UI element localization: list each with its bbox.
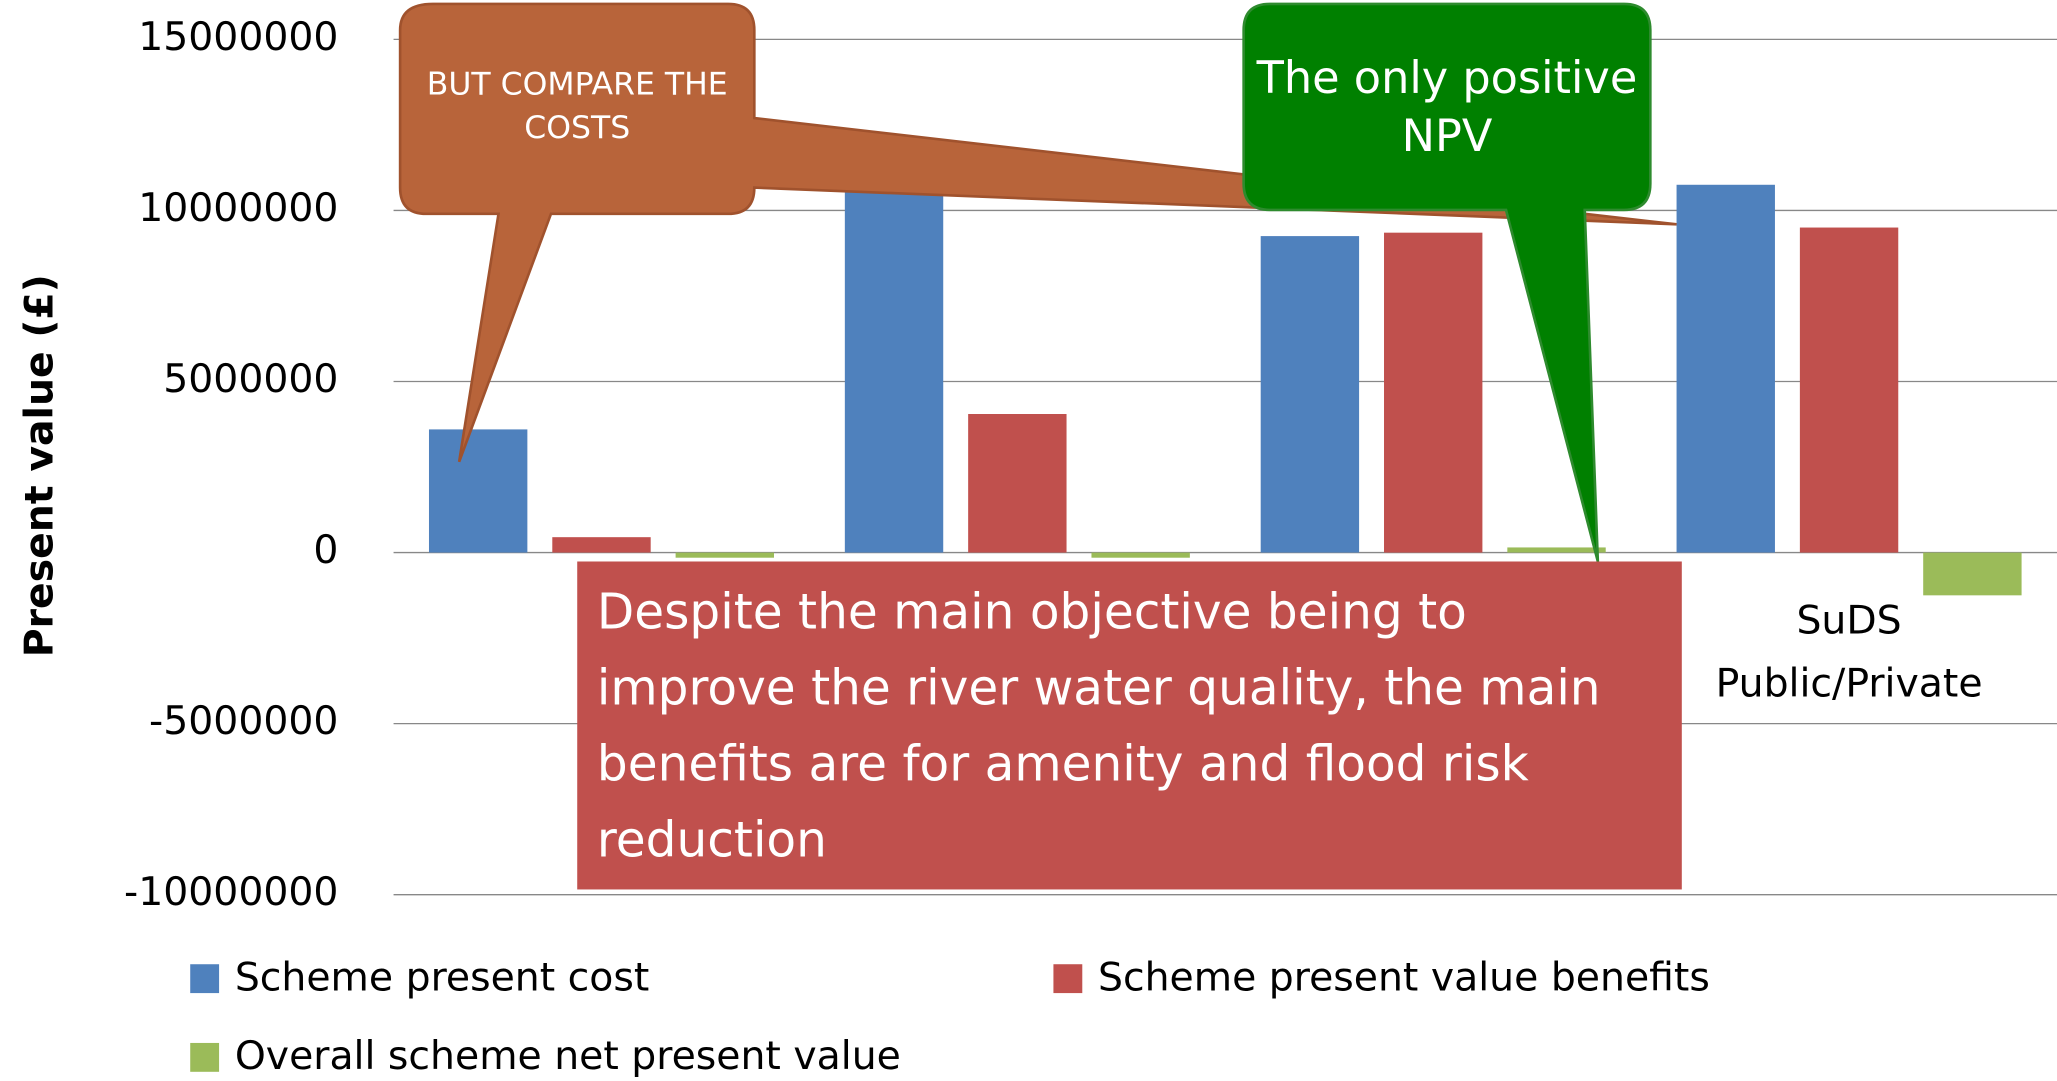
y-tick-label: -10000000: [124, 869, 338, 915]
bar: [1676, 184, 1775, 553]
x-tick-label-box: SuDS Public/Private: [1715, 598, 1983, 708]
callout-costs: [398, 2, 1677, 463]
callout-costs-text-box: BUT COMPARE THE COSTS: [426, 65, 728, 146]
callout-costs-text: BUT COMPARE THE COSTS: [426, 65, 728, 146]
bar: [552, 537, 651, 553]
legend-label: Scheme present value benefits: [1098, 954, 1710, 1000]
callout-box-text: Despite the main objective being to impr…: [596, 583, 1601, 869]
callout-npv: [1242, 2, 1652, 562]
bar: [844, 183, 944, 553]
bar: [675, 552, 774, 558]
x-tick-label: SuDS Public/Private: [1715, 598, 1983, 708]
bar: [968, 414, 1067, 553]
bar: [1384, 232, 1483, 553]
legend-label: Scheme present cost: [235, 954, 649, 1000]
bar: [1799, 227, 1899, 553]
callouts: BUT COMPARE THE COSTS The only positive …: [398, 2, 1682, 890]
legend-label: Overall scheme net present value: [235, 1033, 901, 1079]
callout-box-text-box: Despite the main objective being to impr…: [596, 583, 1601, 869]
y-tick-label: 10000000: [138, 185, 338, 231]
y-tick-label: 5000000: [163, 356, 338, 402]
y-axis-label: Present value (£): [16, 274, 62, 657]
y-tick-label: 0: [313, 527, 338, 573]
legend-swatch: [1053, 964, 1083, 994]
bar: [1923, 552, 2022, 596]
callout-npv-text-box: The only positive NPV: [1256, 52, 1638, 163]
bar: [428, 429, 528, 553]
y-tick-label: -5000000: [149, 698, 338, 744]
plot-area: -10000000 -5000000 0 5000000 10000000 1500000…: [124, 14, 2057, 1079]
legend-swatch: [190, 964, 220, 994]
callout-npv-text: The only positive NPV: [1256, 52, 1638, 163]
y-tick-label: 15000000: [138, 14, 338, 60]
callout-box: [577, 561, 1682, 890]
bar: [1260, 236, 1360, 553]
bar: [1091, 552, 1190, 558]
legend-swatch: [190, 1042, 220, 1072]
bar: [1507, 547, 1606, 553]
